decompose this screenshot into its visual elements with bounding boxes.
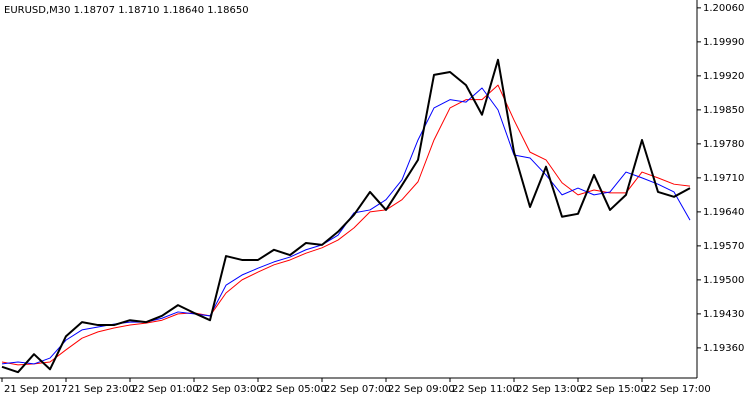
y-tick-label: 1.19850: [703, 105, 744, 116]
y-tick-label: 1.19430: [703, 309, 744, 320]
y-tick-label: 1.19920: [703, 71, 744, 82]
y-tick-label: 1.20060: [703, 3, 744, 14]
y-tick-label: 1.19570: [703, 241, 744, 252]
x-tick-label: 22 Sep 07:00: [324, 384, 391, 395]
chart-title: EURUSD,M30 1.18707 1.18710 1.18640 1.186…: [4, 5, 249, 16]
x-tick-label: 22 Sep 11:00: [452, 384, 519, 395]
x-tick-label: 22 Sep 09:00: [388, 384, 455, 395]
y-tick-label: 1.19780: [703, 139, 744, 150]
x-tick-label: 22 Sep 15:00: [580, 384, 647, 395]
y-tick-label: 1.19360: [703, 343, 744, 354]
price-line: [1, 84, 691, 366]
x-tick-label: 22 Sep 13:00: [516, 384, 583, 395]
x-tick-label: 21 Sep 23:00: [68, 384, 135, 395]
y-tick-label: 1.19710: [703, 173, 744, 184]
x-tick-label: 22 Sep 01:00: [132, 384, 199, 395]
y-tick-label: 1.19640: [703, 207, 744, 218]
x-tick-label: 21 Sep 2017: [4, 384, 67, 395]
y-tick-label: 1.19990: [703, 37, 744, 48]
y-tick-label: 1.19500: [703, 275, 744, 286]
x-tick-label: 22 Sep 17:00: [644, 384, 711, 395]
x-tick-label: 22 Sep 05:00: [260, 384, 327, 395]
x-tick-label: 22 Sep 03:00: [196, 384, 263, 395]
price-line: [1, 58, 691, 374]
